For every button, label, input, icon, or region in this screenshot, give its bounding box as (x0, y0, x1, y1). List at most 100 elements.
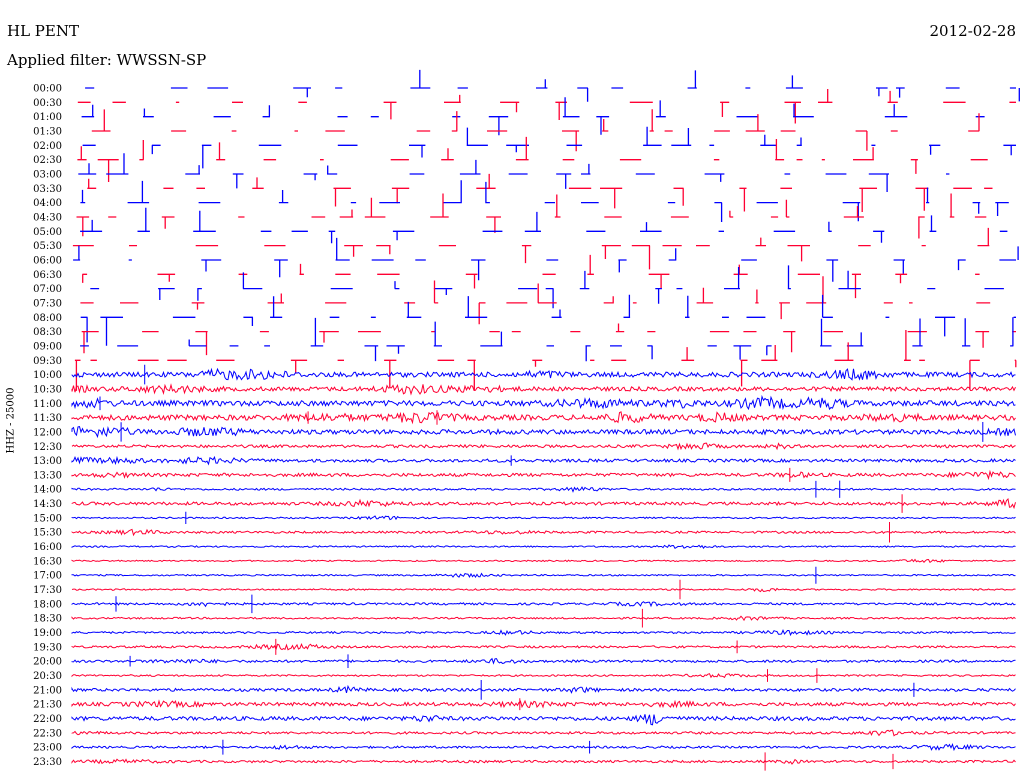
time-tick-label: 13:30 (33, 470, 62, 481)
trace-row (74, 330, 1017, 391)
trace-row (82, 254, 980, 299)
trace-row (77, 136, 988, 182)
time-tick-label: 19:00 (33, 628, 62, 639)
trace-row (71, 494, 1016, 513)
trace-row (81, 97, 985, 136)
time-tick-label: 18:00 (33, 599, 62, 610)
time-tick-label: 13:00 (33, 456, 62, 467)
trace-row (71, 628, 1016, 637)
trace-row (71, 410, 1016, 425)
trace-row (80, 207, 1008, 244)
time-tick-label: 04:30 (33, 212, 62, 223)
time-tick-label: 22:00 (33, 714, 62, 725)
trace-row (71, 638, 1016, 655)
trace-row (71, 544, 1016, 549)
time-tick-label: 06:00 (33, 255, 62, 266)
trace-row (71, 422, 1016, 442)
trace-row (71, 668, 1016, 683)
trace-row (71, 752, 1016, 771)
trace-row (71, 698, 1016, 711)
trace-row (71, 522, 1016, 543)
time-tick-label: 21:30 (33, 700, 62, 711)
time-tick-label: 03:30 (33, 184, 62, 195)
time-tick-label: 14:30 (33, 499, 62, 510)
time-tick-label: 05:30 (33, 241, 62, 252)
trace-row (71, 455, 1016, 466)
time-tick-label: 09:00 (33, 341, 62, 352)
date-label: 2012-02-28 (929, 22, 1016, 40)
trace-row (73, 237, 1019, 282)
trace-row (77, 89, 1016, 124)
time-tick-label: 20:30 (33, 671, 62, 682)
trace-row (76, 193, 987, 239)
trace-row (91, 109, 980, 152)
time-tick-label: 23:00 (33, 743, 62, 754)
trace-row (71, 480, 1016, 498)
trace-row (82, 126, 1016, 169)
trace-row (71, 511, 1016, 524)
time-tick-label: 19:30 (33, 642, 62, 653)
trace-row (71, 680, 1016, 700)
time-tick-label: 02:00 (33, 141, 62, 152)
time-tick-label: 04:00 (33, 198, 62, 209)
trace-row (71, 608, 1016, 628)
trace-row (71, 594, 1016, 614)
trace-row (71, 364, 1016, 385)
time-tick-label: 05:00 (33, 227, 62, 238)
trace-row (90, 265, 1004, 309)
trace-row (71, 566, 1016, 584)
time-tick-label: 00:30 (33, 98, 62, 109)
time-tick-label: 15:00 (33, 513, 62, 524)
time-tick-label: 00:00 (33, 84, 62, 95)
trace-row (80, 180, 1009, 222)
trace-row (71, 558, 1016, 564)
time-tick-label: 21:00 (33, 685, 62, 696)
time-tick-label: 22:30 (33, 728, 62, 739)
time-tick-label: 06:30 (33, 270, 62, 281)
trace-row (80, 294, 1016, 346)
time-tick-label: 07:00 (33, 284, 62, 295)
trace-row (80, 317, 1014, 362)
time-tick-label: 01:30 (33, 126, 62, 137)
trace-row (71, 467, 1016, 482)
time-tick-label: 16:30 (33, 556, 62, 567)
time-tick-label: 01:00 (33, 112, 62, 123)
time-tick-label: 18:30 (33, 614, 62, 625)
trace-row (71, 654, 1016, 668)
trace-row (71, 394, 1016, 411)
time-tick-label: 23:30 (33, 757, 62, 768)
time-tick-label: 09:30 (33, 356, 62, 367)
trace-row (71, 739, 1016, 755)
time-tick-label: 15:30 (33, 528, 62, 539)
time-tick-label: 10:00 (33, 370, 62, 381)
time-tick-label: 07:30 (33, 298, 62, 309)
time-tick-label: 16:00 (33, 542, 62, 553)
time-tick-label: 12:00 (33, 427, 62, 438)
trace-row (78, 153, 950, 192)
trace-row (80, 276, 991, 325)
time-tick-label: 11:30 (33, 413, 62, 424)
time-tick-label: 08:30 (33, 327, 62, 338)
time-tick-label: 12:30 (33, 442, 62, 453)
time-tick-label: 10:30 (33, 384, 62, 395)
trace-row (87, 173, 993, 212)
time-tick-label: 14:00 (33, 485, 62, 496)
station-title: HL PENT (7, 22, 79, 40)
trace-row (72, 227, 990, 270)
trace-row (85, 69, 1020, 102)
trace-row (71, 714, 1016, 726)
time-tick-label: 03:00 (33, 169, 62, 180)
filter-label: Applied filter: WWSSN-SP (7, 51, 207, 69)
trace-row (81, 323, 1016, 356)
time-tick-label: 02:30 (33, 155, 62, 166)
time-tick-label: 20:00 (33, 657, 62, 668)
time-tick-label: 11:00 (33, 399, 62, 410)
trace-row (71, 383, 1016, 396)
trace-row (71, 442, 1016, 451)
time-tick-label: 08:00 (33, 313, 62, 324)
time-tick-label: 17:00 (33, 571, 62, 582)
time-tick-label: 17:30 (33, 585, 62, 596)
trace-row (71, 729, 1016, 737)
trace-row (71, 579, 1016, 600)
